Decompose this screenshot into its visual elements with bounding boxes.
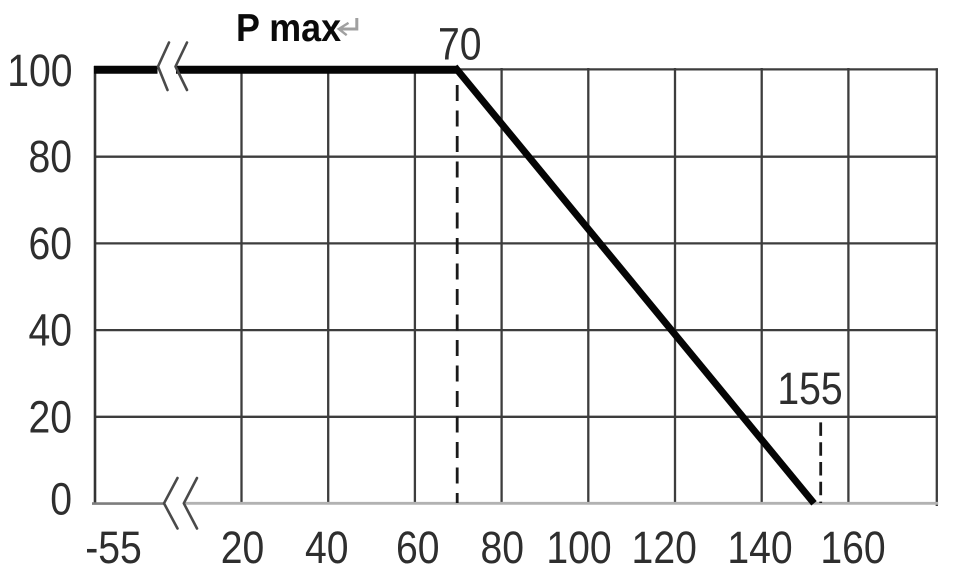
svg-text:70: 70 [438,19,482,69]
svg-text:160: 160 [820,522,885,572]
svg-text:40: 40 [28,305,72,355]
svg-text:20: 20 [221,522,265,572]
svg-text:40: 40 [305,522,349,572]
svg-text:0: 0 [50,474,72,524]
svg-text:120: 120 [632,522,697,572]
svg-text:100: 100 [7,46,72,96]
svg-text:80: 80 [28,132,72,182]
svg-text:100: 100 [546,522,611,572]
svg-text:60: 60 [28,218,72,268]
svg-text:-55: -55 [85,522,142,572]
svg-text:155: 155 [777,363,842,413]
svg-text:140: 140 [727,522,792,572]
svg-text:60: 60 [396,522,440,572]
svg-text:80: 80 [481,522,525,572]
svg-text:20: 20 [28,392,72,442]
svg-text:P max: P max [236,6,341,50]
